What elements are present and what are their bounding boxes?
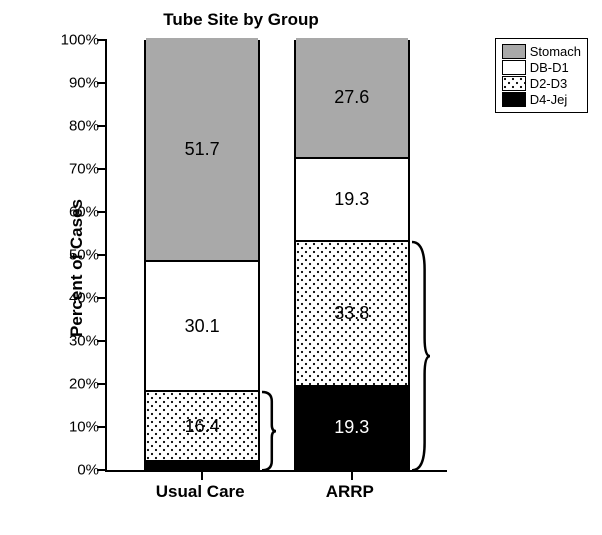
- segment-value-label: 30.1: [185, 316, 220, 337]
- y-tick-label: 50%: [51, 247, 99, 264]
- bar-segment: 51.7: [146, 38, 258, 260]
- y-tick-label: 0%: [51, 462, 99, 479]
- legend-item: D4-Jej: [502, 92, 581, 107]
- segment-value-label: 51.7: [185, 139, 220, 160]
- legend-label: DB-D1: [530, 60, 569, 75]
- bar-segment: 16.4: [146, 390, 258, 461]
- legend-swatch: [502, 92, 526, 107]
- bar-segment: 27.6: [296, 38, 408, 157]
- chart-container: Tube Site by Group Percent of Cases 16.4…: [0, 0, 602, 535]
- y-tick-label: 90%: [51, 75, 99, 92]
- y-tick-label: 80%: [51, 118, 99, 135]
- segment-value-label: 19.3: [334, 189, 369, 210]
- y-tick-label: 40%: [51, 290, 99, 307]
- y-tick-label: 20%: [51, 376, 99, 393]
- legend-item: D2-D3: [502, 76, 581, 91]
- bar-segment: 33.8: [296, 240, 408, 385]
- bar-segment: 30.1: [146, 260, 258, 389]
- segment-value-label: 27.6: [334, 87, 369, 108]
- segment-value-label: 19.3: [334, 417, 369, 438]
- y-tick-label: 70%: [51, 161, 99, 178]
- legend-swatch: [502, 76, 526, 91]
- chart-legend: StomachDB-D1D2-D3D4-Jej: [495, 38, 588, 113]
- legend-item: DB-D1: [502, 60, 581, 75]
- y-tick-label: 100%: [51, 32, 99, 49]
- y-tick-label: 60%: [51, 204, 99, 221]
- segment-value-label: 33.8: [334, 303, 369, 324]
- legend-swatch: [502, 44, 526, 59]
- legend-label: D2-D3: [530, 76, 568, 91]
- legend-item: Stomach: [502, 44, 581, 59]
- chart-title: Tube Site by Group: [0, 10, 482, 30]
- bar-segment: [146, 460, 258, 468]
- x-tick: [351, 470, 353, 480]
- legend-label: D4-Jej: [530, 92, 568, 107]
- legend-label: Stomach: [530, 44, 581, 59]
- y-tick-label: 10%: [51, 419, 99, 436]
- plot-area: 16.4 30.1 51.7 19.3 33.8 19.3 27.6: [105, 40, 447, 472]
- segment-value-label: 16.4: [185, 416, 220, 437]
- x-category-label: ARRP: [326, 482, 374, 502]
- x-category-label: Usual Care: [156, 482, 245, 502]
- bar-segment: 19.3: [296, 157, 408, 240]
- stacked-bar: 16.4 30.1 51.7: [144, 40, 260, 470]
- x-tick: [201, 470, 203, 480]
- legend-swatch: [502, 60, 526, 75]
- y-tick-label: 30%: [51, 333, 99, 350]
- stacked-bar: 19.3 33.8 19.3 27.6: [294, 40, 410, 470]
- bar-segment: 19.3: [296, 385, 408, 468]
